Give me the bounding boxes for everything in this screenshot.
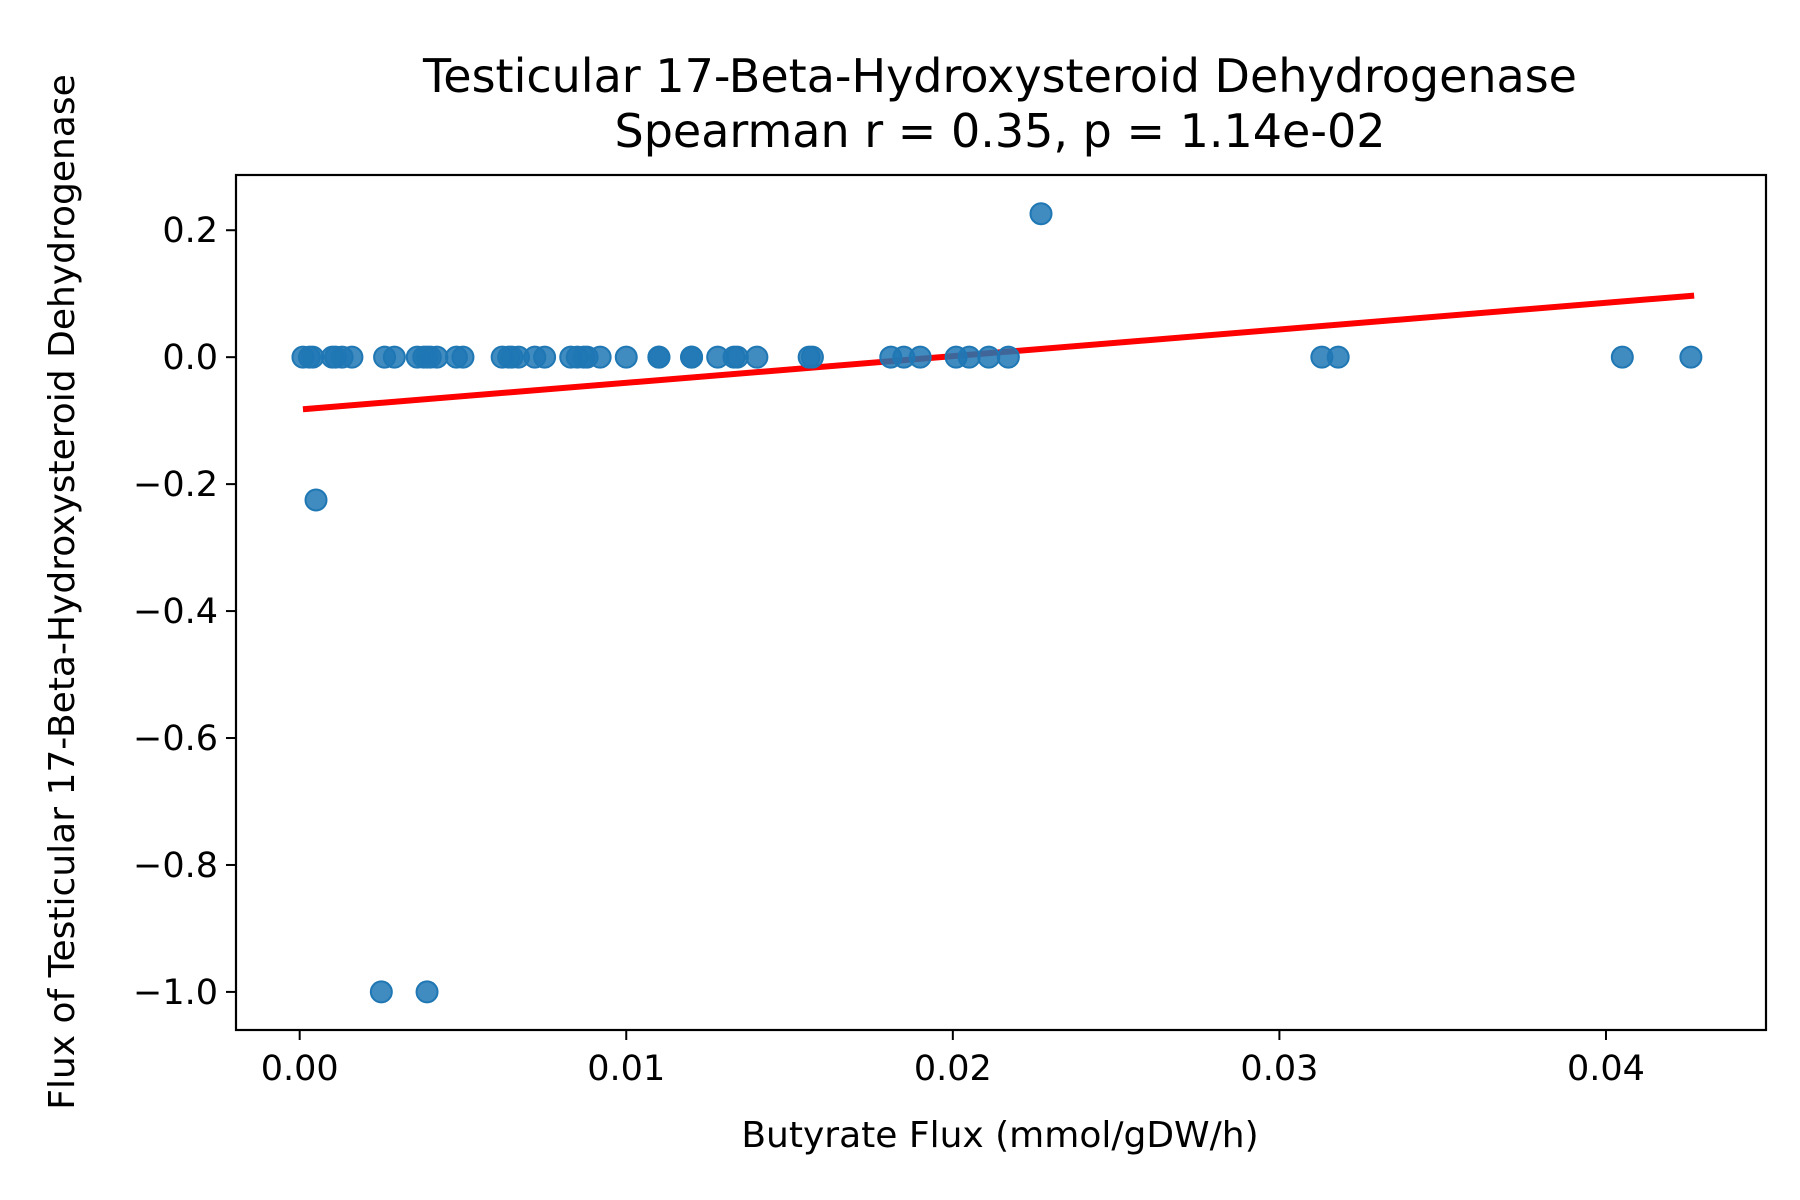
data-point: [304, 488, 328, 512]
y-tick-label: 0.0: [162, 338, 218, 378]
y-tick-label: −1.0: [133, 973, 218, 1013]
data-point: [908, 345, 932, 369]
data-point: [425, 345, 449, 369]
data-point: [800, 345, 824, 369]
chart-subtitle: Spearman r = 0.35, p = 1.14e-02: [615, 104, 1386, 158]
data-point: [301, 345, 325, 369]
x-tick-label: 0.03: [1240, 1049, 1318, 1089]
data-point: [725, 345, 749, 369]
data-point: [957, 345, 981, 369]
x-axis-label: Butyrate Flux (mmol/gDW/h): [741, 1115, 1258, 1156]
y-tick-label: −0.4: [133, 592, 218, 632]
data-point: [647, 345, 671, 369]
data-point: [451, 345, 475, 369]
data-point: [614, 345, 638, 369]
data-point: [588, 345, 612, 369]
y-axis-ticks: 0.2 0.0 −0.2 −0.4 −0.6 −0.8 −1.0: [133, 211, 236, 1013]
data-point: [1326, 345, 1350, 369]
data-point: [340, 345, 364, 369]
data-point: [745, 345, 769, 369]
y-axis-label: Flux of Testicular 17-Beta-Hydroxysteroi…: [42, 74, 83, 1110]
y-tick-label: 0.2: [162, 211, 218, 251]
y-tick-label: −0.2: [133, 465, 218, 505]
data-point: [977, 345, 1001, 369]
data-point: [1610, 345, 1634, 369]
plot-frame: [234, 173, 1768, 1032]
x-tick-label: 0.01: [587, 1049, 665, 1089]
data-point: [1679, 345, 1703, 369]
x-tick-label: 0.02: [914, 1049, 992, 1089]
data-point: [415, 980, 439, 1004]
data-point: [369, 980, 393, 1004]
x-tick-label: 0.04: [1567, 1049, 1645, 1089]
x-tick-label: 0.00: [261, 1049, 339, 1089]
points-layer: [291, 202, 1703, 1004]
data-point: [680, 345, 704, 369]
data-point: [996, 345, 1020, 369]
y-tick-label: −0.6: [133, 719, 218, 759]
data-point: [382, 345, 406, 369]
x-axis-ticks: 0.00 0.01 0.02 0.03 0.04: [261, 1030, 1645, 1089]
y-tick-label: −0.8: [133, 846, 218, 886]
data-point: [533, 345, 557, 369]
data-point: [1029, 202, 1053, 226]
chart-title: Testicular 17-Beta-Hydroxysteroid Dehydr…: [422, 49, 1577, 103]
